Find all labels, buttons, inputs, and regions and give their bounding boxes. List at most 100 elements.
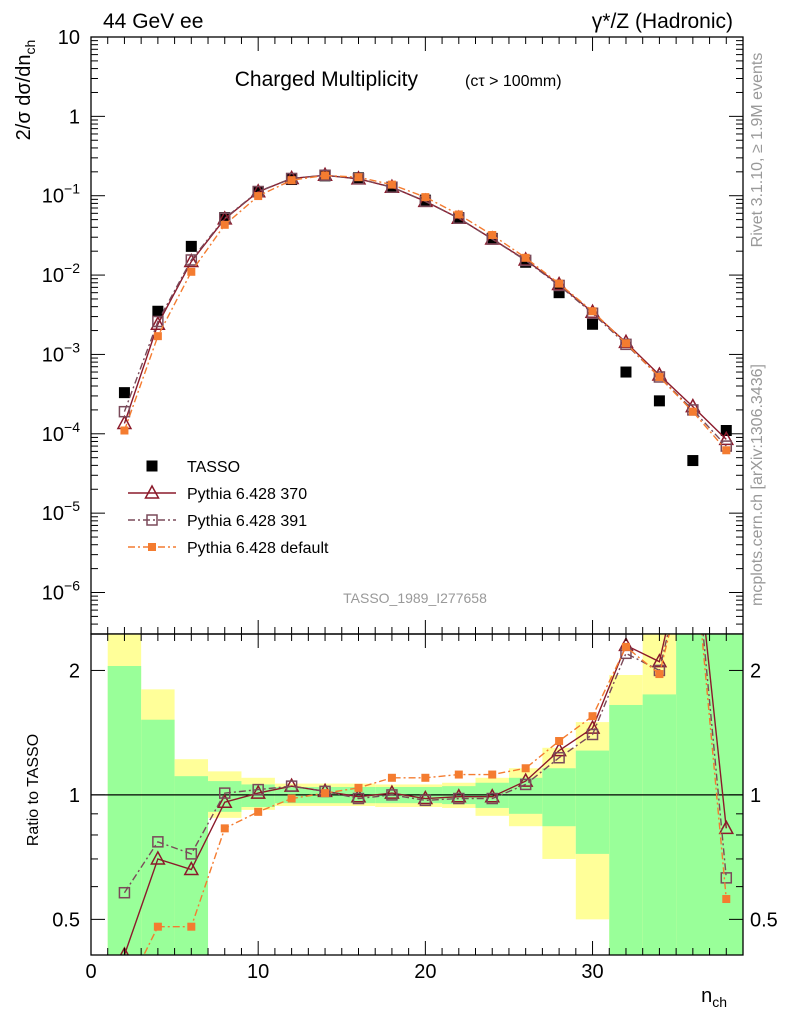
ratio-point-0-8 [384,784,400,799]
ratio-series-layer [91,634,743,955]
main-point-0-18 [720,425,732,437]
ratio-point-0-9 [417,789,434,805]
main-ytick-label-3: 10−2 [42,260,80,287]
plot-title-note: (cτ > 100mm) [465,73,562,90]
main-point-3-5 [287,176,296,185]
x-tick-label-1: 10 [247,961,269,983]
x-tick-label-0: 0 [85,961,96,983]
ratio-point-2-10 [454,770,463,779]
ratio-point-1-5 [285,780,298,792]
legend-entry-1: Pythia 6.428 370 [128,484,307,503]
main-ytick-label-4: 10−3 [42,339,80,366]
ratio-point-2-14 [588,712,597,721]
main-point-3-4 [254,192,263,201]
ratio-point-2-6 [321,789,330,798]
main-point-3-13 [555,279,564,288]
ratio-ytick-label-1: 1 [69,785,80,807]
ratio-point-0-13 [551,742,567,757]
watermark-version: Rivet 3.1.10, ≥ 1.9M events [749,53,766,248]
main-point-3-6 [321,171,330,180]
ratio-point-2-8 [387,773,396,782]
main-point-0-12 [520,256,532,268]
ratio-band-green-12 [609,704,643,955]
main-point-0-13 [553,287,565,299]
main-point-3-17 [688,407,697,416]
main-series-line-3 [123,174,727,451]
main-point-3-3 [220,220,229,229]
main-point-3-15 [621,339,630,348]
ratio-ytick-label-right-0: 0.5 [750,909,778,931]
main-point-3-10 [454,210,463,219]
legend-label-0: TASSO [187,459,240,476]
legend-marker-0 [146,460,158,472]
ratio-y-axis-label: Ratio to TASSO [25,734,42,846]
main-series-2 [118,169,733,452]
legend-label-1: Pythia 6.428 370 [187,486,307,503]
ratio-point-1-8 [386,789,398,801]
main-ytick-label-7: 10−6 [42,578,80,605]
plot-title-main: Charged Multiplicity [235,68,419,91]
ratio-point-0-18 [718,819,735,835]
ratio-point-1-13 [553,751,565,764]
ratio-point-1-2 [185,848,198,860]
main-point-0-1 [152,305,164,317]
legend-entry-3: Pythia 6.428 default [128,540,329,557]
main-point-2-1 [152,315,164,328]
legend-label-3: Pythia 6.428 default [187,540,329,557]
main-point-3-12 [521,253,530,262]
ratio-ytick-label-right-2: 2 [750,660,761,682]
legend-label-2: Pythia 6.428 391 [187,513,307,530]
main-point-0-2 [185,240,197,252]
ratio-point-0-0 [119,946,130,955]
ratio-point-2-3 [220,824,229,833]
main-point-1-1 [150,315,166,331]
ratio-ytick-label-right-1: 1 [750,785,761,807]
ratio-point-2-12 [521,764,530,773]
ratio-point-1-4 [252,783,264,796]
ratio-band-green-10 [542,768,576,827]
watermark-site: mcplots.cern.ch [arXiv:1306.3436] [749,364,766,606]
x-tick-label-2: 20 [414,961,436,983]
legend-marker-3 [148,543,156,551]
main-point-0-17 [687,455,699,467]
main-point-0-16 [653,395,665,407]
main-series-1 [116,166,735,446]
ratio-ytick-label-0: 0.5 [52,909,80,931]
ratio-point-1-0 [118,886,131,899]
header-right-label: γ*/Z (Hadronic) [592,10,733,33]
ratio-point-0-1 [150,850,166,865]
ratio-point-2-11 [488,770,497,779]
ratio-point-1-9 [419,794,432,807]
main-series-line-1 [123,174,727,440]
plot-title: Charged Multiplicity [235,68,419,91]
legend-marker-2 [146,514,158,526]
ratio-point-1-3 [218,787,231,799]
ratio-series-2 [143,634,731,955]
main-point-0-14 [587,318,599,330]
main-point-0-15 [620,366,632,378]
ratio-point-1-1 [152,836,164,848]
header-left-label: 44 GeV ee [103,10,203,33]
main-series-line-2 [123,174,727,447]
ratio-ytick-label-2: 2 [69,660,80,682]
ratio-point-1-11 [486,792,498,805]
main-point-1-2 [183,252,200,268]
main-axes: 10 1 10−1 10−2 10−3 10−4 10−5 10−6 [42,27,744,635]
main-ytick-label-0: 10 [58,27,80,49]
legend-entry-0: TASSO [146,459,240,476]
ratio-point-1-10 [453,792,465,805]
ratio-series-line-1 [123,634,727,894]
legend: TASSO Pythia 6.428 370 Pythia 6.428 391 Pyt… [128,459,329,557]
ratio-point-1-18 [720,872,733,884]
ratio-band-green-0 [107,666,142,955]
x-tick-label-3: 30 [581,961,603,983]
legend-entry-2: Pythia 6.428 391 [128,513,307,530]
main-ytick-label-2: 10−1 [42,181,80,208]
main-ytick-label-6: 10−5 [42,498,80,525]
ratio-point-1-14 [586,728,599,741]
main-point-3-8 [387,180,396,189]
ratio-band-green-9 [508,777,543,814]
main-point-3-9 [421,193,430,202]
main-point-3-1 [153,332,162,341]
